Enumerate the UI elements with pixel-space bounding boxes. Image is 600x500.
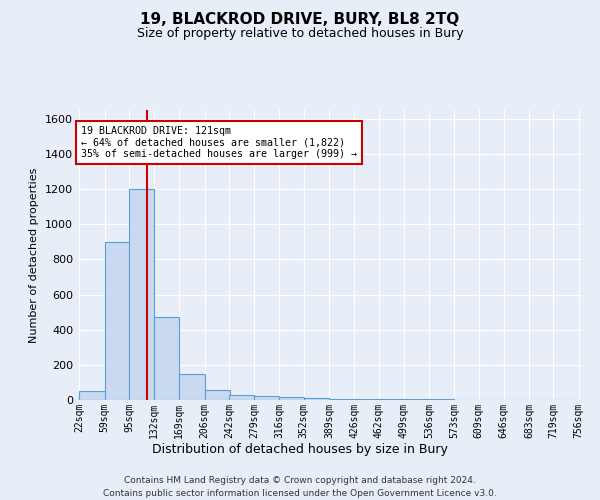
Bar	[354, 399, 379, 400]
Bar	[154, 318, 179, 400]
Bar	[254, 396, 280, 400]
Bar	[304, 398, 329, 400]
Text: Size of property relative to detached houses in Bury: Size of property relative to detached ho…	[137, 28, 463, 40]
Bar	[329, 398, 354, 400]
Bar	[280, 398, 304, 400]
Text: 19 BLACKROD DRIVE: 121sqm
← 64% of detached houses are smaller (1,822)
35% of se: 19 BLACKROD DRIVE: 121sqm ← 64% of detac…	[81, 126, 357, 159]
Bar	[79, 391, 104, 400]
Text: 19, BLACKROD DRIVE, BURY, BL8 2TQ: 19, BLACKROD DRIVE, BURY, BL8 2TQ	[140, 12, 460, 28]
Bar	[104, 242, 130, 400]
Bar	[129, 189, 154, 400]
Y-axis label: Number of detached properties: Number of detached properties	[29, 168, 40, 342]
Bar	[179, 374, 205, 400]
Text: Distribution of detached houses by size in Bury: Distribution of detached houses by size …	[152, 442, 448, 456]
Text: Contains HM Land Registry data © Crown copyright and database right 2024.: Contains HM Land Registry data © Crown c…	[124, 476, 476, 485]
Bar	[205, 390, 230, 400]
Bar	[229, 394, 254, 400]
Text: Contains public sector information licensed under the Open Government Licence v3: Contains public sector information licen…	[103, 489, 497, 498]
